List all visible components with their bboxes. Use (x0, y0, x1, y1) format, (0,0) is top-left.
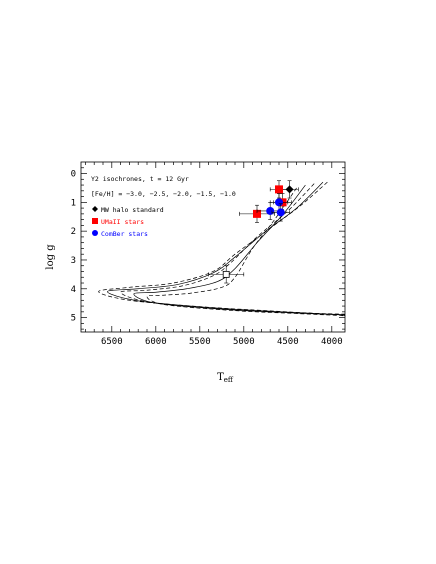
plot-border (80, 161, 346, 333)
annotation-metallicity: [Fe/H] = −3.0, −2.5, −2.0, −1.5, −1.0 (91, 190, 236, 198)
x-axis-title: Teff (217, 372, 234, 384)
data-point-umaii-stars (253, 209, 261, 218)
y-tick-label: 0 (71, 170, 76, 180)
y-tick-label: 4 (71, 285, 76, 295)
data-point-comber-stars (276, 208, 285, 217)
data-point-reference (222, 270, 230, 278)
y-tick-label: 3 (71, 256, 76, 266)
isochrone-feh-m2.0 (120, 183, 346, 316)
y-axis-title: log g (45, 244, 56, 270)
y-axis: 0 1 2 3 4 5 (71, 167, 345, 330)
x-tick-label: 5000 (233, 337, 255, 347)
data-point-comber-stars (266, 206, 275, 215)
isochrone-feh-m1.0 (146, 187, 346, 317)
x-tick-label: 4000 (321, 337, 343, 347)
legend-label-mw-halo: MW halo standard (101, 206, 164, 214)
annotation-isochrones: Y2 isochrones, t = 12 Gyr (91, 175, 189, 183)
y-tick-label: 5 (71, 314, 76, 324)
x-axis-title-subscript: eff (224, 376, 234, 384)
data-points (208, 180, 299, 284)
isochrone-feh-m2.5 (107, 181, 346, 316)
y-tick-label: 2 (71, 227, 76, 237)
legend-marker-comber (92, 230, 98, 236)
data-point-umaii-stars (275, 185, 283, 194)
legend-label-umaii: UMaII stars (101, 218, 144, 226)
legend-marker-umaii (92, 218, 98, 224)
x-tick-label: 5500 (189, 337, 211, 347)
isochrone-feh-m3.0 (98, 181, 346, 315)
y-tick-label: 1 (71, 198, 76, 208)
x-tick-label: 6500 (101, 337, 123, 347)
x-axis: 6500 6000 5500 5000 4500 4000 (85, 162, 343, 347)
isochrone-feh-m1.5 (133, 184, 346, 316)
legend: MW halo standard UMaII stars ComBer star… (92, 206, 164, 238)
x-tick-label: 6000 (145, 337, 167, 347)
legend-label-comber: ComBer stars (101, 230, 148, 238)
isochrone-curves (98, 181, 346, 317)
legend-marker-mw-halo (92, 206, 98, 212)
data-point-comber-stars (275, 198, 283, 207)
plot-frame (80, 161, 346, 333)
x-tick-label: 4500 (277, 337, 299, 347)
